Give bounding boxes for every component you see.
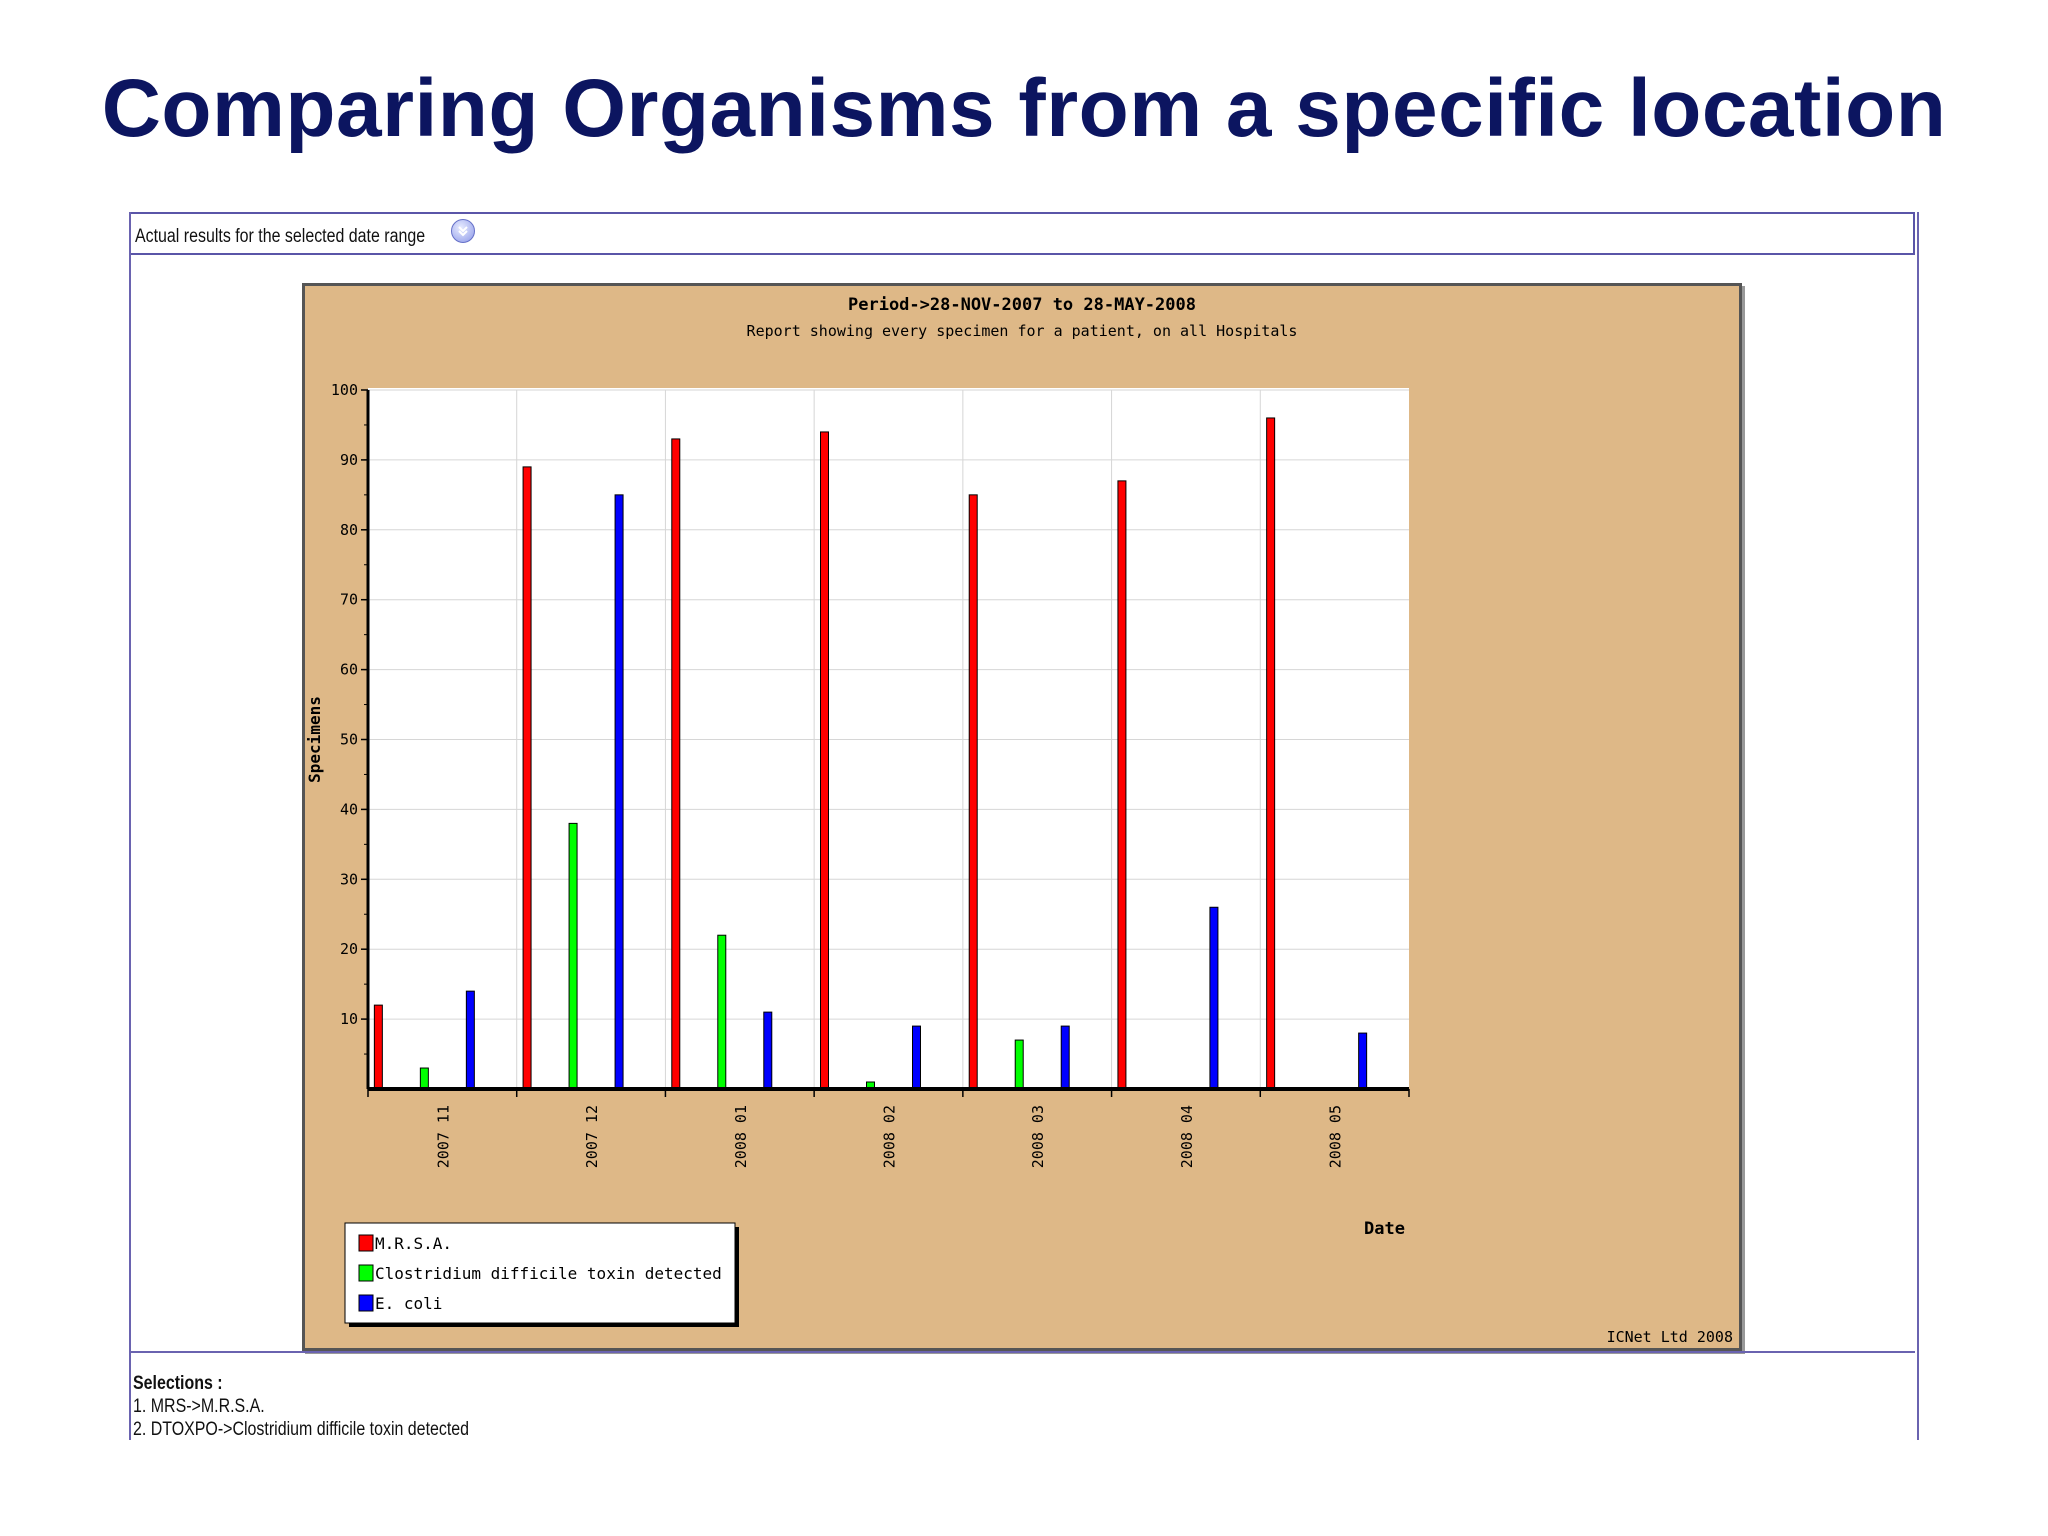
y-tick-label: 90 bbox=[340, 451, 358, 469]
selection-item: 2. DTOXPO->Clostridium difficile toxin d… bbox=[133, 1419, 470, 1440]
bar bbox=[1014, 1039, 1024, 1090]
bar bbox=[465, 990, 475, 1090]
chart-credit: ICNet Ltd 2008 bbox=[1607, 1328, 1733, 1346]
y-tick-label: 20 bbox=[340, 940, 358, 958]
x-tick-label: 2008 03 bbox=[1029, 1105, 1047, 1168]
results-header-bar: Actual results for the selected date ran… bbox=[131, 212, 1915, 255]
plot-area bbox=[368, 388, 1409, 1089]
bar bbox=[671, 438, 681, 1090]
legend-label: Clostridium difficile toxin detected bbox=[375, 1264, 722, 1283]
x-tick-label: 2008 02 bbox=[881, 1105, 899, 1168]
y-tick-label: 70 bbox=[340, 591, 358, 609]
bar-chart: 10 20 30 40 50 60 70 80 90 100 2007 11 2007 12 2008 … bbox=[305, 295, 1733, 1346]
bar bbox=[1117, 480, 1127, 1090]
selections-section: Selections : 1. MRS->M.R.S.A. 2. DTOXPO-… bbox=[133, 1372, 469, 1440]
results-header-label: Actual results for the selected date ran… bbox=[135, 226, 426, 247]
legend-box bbox=[344, 1222, 736, 1324]
x-tick-label: 2007 11 bbox=[434, 1105, 452, 1168]
y-tick-label: 100 bbox=[331, 381, 358, 399]
bar bbox=[522, 466, 532, 1090]
chart-panel: 10 20 30 40 50 60 70 80 90 100 2007 11 2007 12 2008 … bbox=[302, 283, 1742, 1351]
bar bbox=[419, 1067, 429, 1090]
legend-label: E. coli bbox=[375, 1294, 442, 1313]
chart-subtitle: Report showing every specimen for a pati… bbox=[747, 322, 1298, 340]
x-tick-label: 2007 12 bbox=[583, 1105, 601, 1168]
legend-swatch bbox=[358, 1294, 374, 1312]
chart-title: Period->28-NOV-2007 to 28-MAY-2008 bbox=[848, 295, 1196, 315]
bar bbox=[968, 494, 978, 1090]
bar bbox=[1266, 417, 1276, 1090]
selection-item: 1. MRS->M.R.S.A. bbox=[133, 1396, 265, 1417]
legend-label: M.R.S.A. bbox=[375, 1234, 452, 1253]
bar bbox=[717, 934, 727, 1090]
x-tick-label: 2008 04 bbox=[1178, 1105, 1196, 1168]
slide-title: Comparing Organisms from a specific loca… bbox=[101, 63, 1947, 154]
report-frame: Actual results for the selected date ran… bbox=[129, 212, 1919, 1440]
y-tick-label: 50 bbox=[340, 731, 358, 749]
bar bbox=[614, 494, 624, 1090]
y-tick-label: 40 bbox=[340, 800, 358, 818]
chevron-down-circle-icon[interactable] bbox=[451, 219, 475, 243]
bar bbox=[1060, 1025, 1070, 1090]
y-axis-label: Specimens bbox=[305, 696, 324, 783]
x-axis-label: Date bbox=[1364, 1219, 1405, 1239]
bar bbox=[1209, 906, 1219, 1090]
bar bbox=[912, 1025, 921, 1090]
bar bbox=[568, 822, 578, 1090]
footer-divider bbox=[131, 1351, 1915, 1353]
bar bbox=[373, 1004, 383, 1090]
legend-swatch bbox=[358, 1264, 374, 1282]
y-tick-label: 80 bbox=[340, 521, 358, 539]
selections-title: Selections : bbox=[133, 1373, 223, 1394]
x-tick-label: 2008 01 bbox=[732, 1105, 750, 1168]
y-tick-label: 10 bbox=[340, 1010, 358, 1028]
bar bbox=[763, 1011, 773, 1090]
x-tick-label: 2008 05 bbox=[1327, 1105, 1345, 1168]
y-tick-label: 30 bbox=[340, 870, 358, 888]
y-tick-label: 60 bbox=[340, 661, 358, 679]
bar bbox=[1358, 1032, 1368, 1090]
bar bbox=[820, 431, 829, 1090]
legend-swatch bbox=[358, 1234, 374, 1252]
